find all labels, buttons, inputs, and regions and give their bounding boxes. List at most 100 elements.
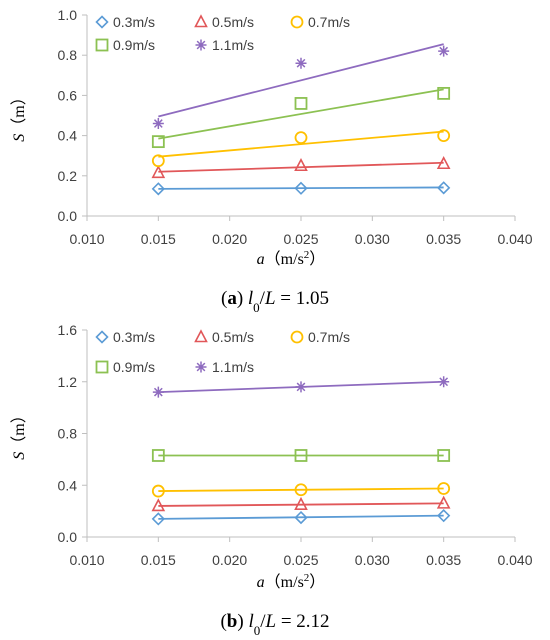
data-point: [438, 376, 450, 388]
series-0.7m/s: [151, 129, 451, 168]
x-tick-label: 0.015: [141, 552, 176, 568]
legend-item: 1.1m/s: [195, 359, 254, 375]
y-axis-unit: （m）: [10, 89, 28, 133]
legend-label: 1.1m/s: [212, 37, 254, 53]
legend-label: 0.7m/s: [308, 329, 350, 345]
legend-marker: [194, 329, 208, 343]
series-1.1m/s: [152, 43, 450, 130]
y-tick-label: 1.0: [58, 7, 78, 23]
data-point: [294, 181, 308, 195]
x-axis-unit-close: ）: [309, 250, 325, 268]
x-axis-unit-close: ）: [309, 573, 325, 591]
x-tick-label: 0.020: [212, 231, 247, 247]
legend-item: 0.3m/s: [95, 329, 155, 345]
x-axis-unit-superscript: 2: [304, 572, 310, 584]
legend-marker: [290, 15, 304, 29]
caption-paren: (: [221, 288, 227, 309]
x-tick-label: 0.030: [355, 231, 390, 247]
y-tick-label: 0.4: [58, 477, 78, 493]
trend-line: [158, 514, 444, 520]
legend-item: 1.1m/s: [195, 37, 254, 53]
series-0.5m/s: [151, 156, 451, 179]
caption-l: l: [248, 288, 253, 309]
data-point: [151, 449, 165, 462]
y-tick-label: 0.0: [58, 529, 78, 545]
caption-paren: ): [237, 288, 248, 309]
caption-L: L: [265, 611, 277, 632]
trend-line: [158, 88, 444, 140]
data-point: [294, 483, 308, 497]
caption-paren: ): [237, 611, 248, 632]
caption-slash: /: [260, 288, 266, 309]
data-point: [151, 135, 165, 149]
trend-line: [158, 487, 444, 492]
trend-line: [158, 186, 444, 190]
x-tick-label: 0.040: [497, 231, 532, 247]
y-axis-var: S: [11, 452, 28, 460]
data-point: [437, 482, 451, 495]
trend-line: [158, 43, 444, 118]
x-tick-label: 0.025: [283, 552, 318, 568]
trend-line: [158, 502, 444, 507]
legend-label: 0.9m/s: [113, 359, 155, 375]
x-tick-label: 0.040: [497, 552, 532, 568]
legend-item: 0.9m/s: [95, 359, 155, 375]
legend-marker: [95, 38, 109, 52]
series-0.9m/s: [151, 449, 451, 462]
data-point: [438, 45, 450, 57]
series-0.5m/s: [151, 495, 451, 512]
y-tick-label: 0.4: [58, 128, 78, 144]
caption-paren: (: [220, 611, 226, 632]
data-point: [437, 509, 451, 523]
y-axis-unit: （m）: [10, 407, 28, 451]
legend-item: 0.3m/s: [95, 14, 155, 30]
x-axis-unit-superscript: 2: [304, 249, 310, 261]
data-point: [294, 496, 308, 510]
panel-caption: (b) l0/L = 2.12: [220, 611, 329, 638]
data-point: [151, 182, 165, 196]
caption-slash: /: [260, 611, 266, 632]
legend-label: 0.5m/s: [212, 329, 254, 345]
x-tick-label: 0.025: [283, 231, 318, 247]
series-0.9m/s: [151, 86, 451, 149]
y-tick-label: 0.0: [58, 208, 78, 224]
data-point: [294, 131, 308, 145]
data-point: [294, 97, 308, 110]
y-tick-label: 0.6: [58, 87, 78, 103]
legend-label: 0.5m/s: [212, 14, 254, 30]
series-0.3m/s: [151, 181, 451, 196]
x-tick-label: 0.010: [69, 231, 104, 247]
x-tick-label: 0.030: [355, 552, 390, 568]
x-axis-title: a（m/s2）: [257, 572, 326, 591]
legend-item: 0.5m/s: [194, 329, 254, 345]
caption-letter: a: [227, 288, 237, 309]
legend-marker: [194, 14, 208, 28]
x-axis-var: a: [257, 574, 265, 591]
legend-item: 0.5m/s: [194, 14, 254, 30]
data-point: [294, 449, 308, 462]
data-point: [151, 154, 165, 168]
data-point: [151, 165, 166, 179]
legend-label: 0.9m/s: [113, 37, 155, 53]
y-axis-title: S（m）: [10, 407, 28, 459]
panel-caption: (a) l0/L = 1.05: [221, 288, 329, 315]
trend-line: [158, 130, 444, 158]
data-point: [437, 129, 451, 143]
data-point: [151, 512, 165, 526]
data-point: [295, 381, 307, 393]
caption-subscript: 0: [254, 623, 261, 638]
data-point: [294, 510, 308, 525]
caption-L: L: [264, 288, 276, 309]
y-axis-title: S（m）: [10, 89, 28, 141]
legend-label: 0.7m/s: [308, 14, 350, 30]
legend-marker: [290, 330, 304, 344]
x-tick-label: 0.035: [426, 552, 461, 568]
data-point: [151, 484, 165, 498]
data-point: [152, 386, 164, 398]
x-tick-label: 0.035: [426, 231, 461, 247]
y-tick-label: 0.8: [58, 47, 78, 63]
caption-l: l: [248, 611, 253, 632]
x-axis-unit: （m/s: [265, 250, 304, 268]
data-point: [295, 57, 307, 69]
